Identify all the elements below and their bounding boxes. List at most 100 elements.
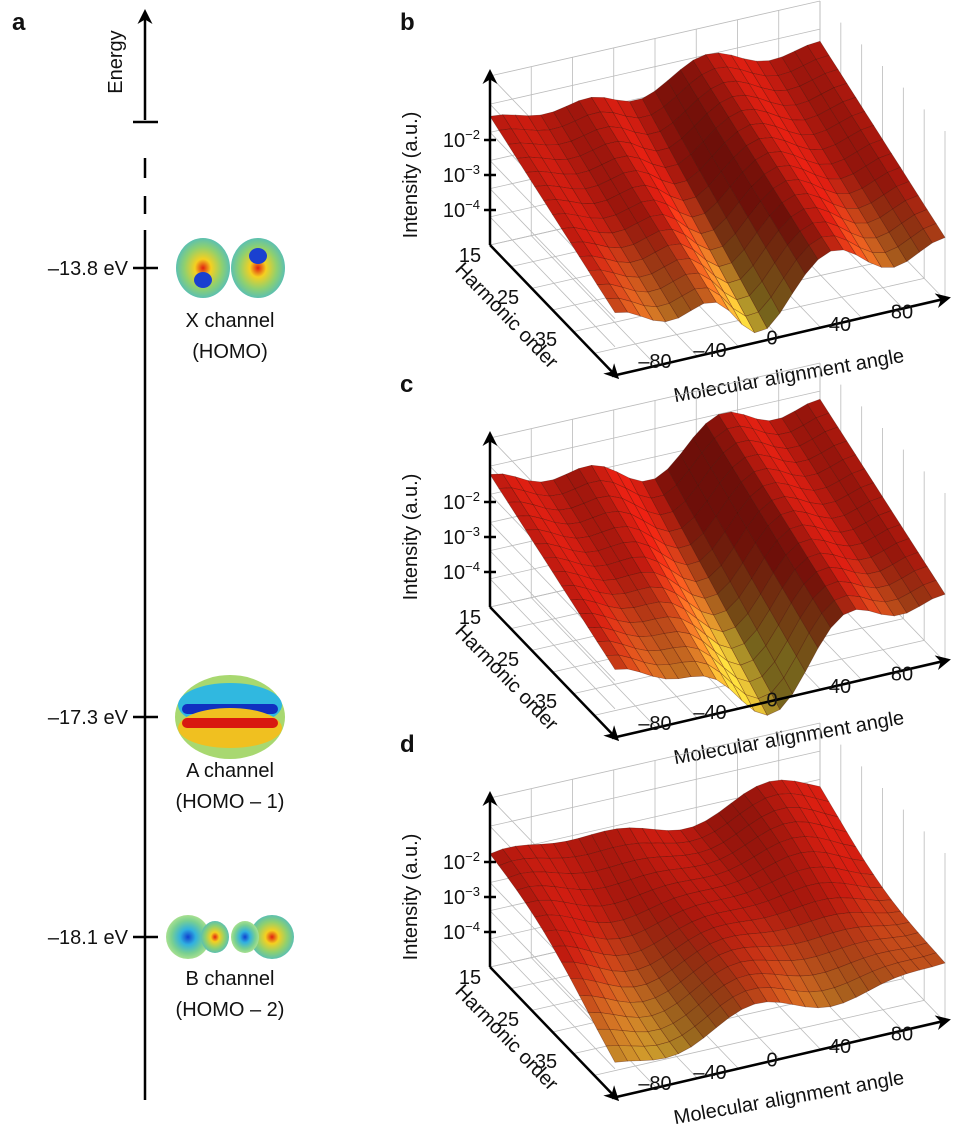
z-axis-label: Intensity (a.u.): [400, 474, 422, 601]
tick-base: 10: [443, 852, 465, 874]
x-tick-label: –80: [638, 713, 671, 735]
z-tick-label: 10−2: [443, 489, 480, 514]
x-tick-label: –80: [638, 351, 671, 373]
y-tick-label: 35: [535, 1051, 557, 1073]
x-axis: [611, 1015, 951, 1100]
surface-patch: [922, 952, 946, 968]
y-axis: [489, 966, 620, 1102]
y-tick-label: 25: [497, 1009, 519, 1031]
y-axis-label: Harmonic order: [451, 621, 563, 736]
y-tick-label: 15: [459, 967, 481, 989]
orbital: [231, 921, 259, 953]
x-tick-label: 80: [891, 1024, 913, 1046]
x-tick-label: 0: [766, 328, 777, 350]
z-tick-label: 10−4: [443, 559, 480, 584]
z-tick-label: 10−4: [443, 197, 480, 222]
channel-label: B channel: [186, 968, 275, 990]
x-tick-label: –40: [693, 702, 726, 724]
wall-grid: [489, 362, 821, 439]
x-tick-label: –40: [693, 1062, 726, 1084]
surface-patch: [922, 579, 946, 600]
x-tick-label: 0: [766, 690, 777, 712]
x-tick-label: 40: [829, 314, 851, 336]
orbital: [194, 272, 212, 288]
orbital: [249, 248, 267, 264]
wall-grid: [489, 216, 616, 348]
wall-grid: [489, 390, 821, 467]
energy-label: –18.1 eV: [48, 927, 129, 949]
tick-exponent: −4: [465, 197, 480, 212]
orbital-label: (HOMO – 2): [176, 999, 285, 1021]
y-tick-label: 15: [459, 245, 481, 267]
channel-label: X channel: [186, 310, 275, 332]
wall-grid: [489, 938, 616, 1070]
orbital-label: (HOMO – 1): [176, 791, 285, 813]
panel-label: c: [400, 371, 413, 398]
tick-exponent: −3: [465, 162, 480, 177]
tick-exponent: −4: [465, 559, 480, 574]
orbital: [176, 238, 230, 298]
orbital-label: (HOMO): [192, 341, 268, 363]
panel-label: b: [400, 9, 415, 36]
x-axis: [611, 655, 951, 740]
z-tick-label: 10−3: [443, 162, 480, 187]
tick-base: 10: [443, 887, 465, 909]
z-axis-label: Intensity (a.u.): [400, 112, 422, 239]
energy-label: –13.8 eV: [48, 258, 129, 280]
y-axis-label: Harmonic order: [451, 981, 563, 1096]
x-tick-label: 80: [891, 302, 913, 324]
tick-exponent: −2: [465, 489, 480, 504]
orbital: [231, 238, 285, 298]
z-axis-label: Intensity (a.u.): [400, 834, 422, 961]
wall-grid: [489, 28, 821, 105]
axis-label: Energy: [105, 30, 127, 93]
y-tick-label: 25: [497, 287, 519, 309]
x-tick-label: –40: [693, 340, 726, 362]
z-tick-label: 10−4: [443, 919, 480, 944]
x-axis: [611, 293, 951, 378]
x-tick-label: 80: [891, 664, 913, 686]
y-axis: [489, 244, 620, 380]
wall-grid: [489, 188, 616, 319]
surface-patch: [922, 223, 946, 244]
energy-label: –17.3 eV: [48, 707, 129, 729]
x-tick-label: –80: [638, 1073, 671, 1095]
y-axis-label: Harmonic order: [451, 259, 563, 374]
orbital: [166, 915, 210, 959]
wall-grid: [489, 750, 821, 827]
panel-label: a: [12, 9, 26, 36]
tick-base: 10: [443, 492, 465, 514]
wall-grid: [489, 578, 616, 710]
y-tick-label: 35: [535, 691, 557, 713]
x-tick-label: 40: [829, 1036, 851, 1058]
tick-exponent: −2: [465, 127, 480, 142]
channel-label: A channel: [186, 760, 274, 782]
tick-base: 10: [443, 527, 465, 549]
tick-exponent: −2: [465, 849, 480, 864]
tick-base: 10: [443, 130, 465, 152]
wall-grid: [489, 722, 821, 799]
tick-base: 10: [443, 922, 465, 944]
z-tick-label: 10−2: [443, 849, 480, 874]
tick-base: 10: [443, 562, 465, 584]
x-tick-label: 0: [766, 1050, 777, 1072]
orbital: [201, 921, 229, 953]
tick-exponent: −3: [465, 524, 480, 539]
y-axis: [489, 606, 620, 742]
wall-grid: [489, 550, 616, 681]
tick-base: 10: [443, 165, 465, 187]
y-tick-label: 35: [535, 329, 557, 351]
energy-diagram: a Energy –13.8 eV X channel (HOMO) –17.3 eV…: [12, 9, 294, 1100]
z-tick-label: 10−2: [443, 127, 480, 152]
z-tick-label: 10−3: [443, 524, 480, 549]
y-tick-label: 15: [459, 607, 481, 629]
tick-exponent: −4: [465, 919, 480, 934]
wall-grid: [489, 0, 821, 77]
orbital: [182, 718, 278, 728]
orbital: [250, 915, 294, 959]
tick-base: 10: [443, 200, 465, 222]
